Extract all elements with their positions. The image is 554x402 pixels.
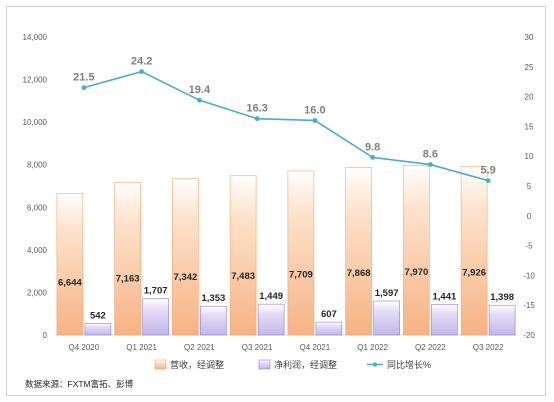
growth-point [427,162,433,167]
profit-value-label: 1,597 [375,288,399,299]
x-axis-tick-label: Q2 2021 [184,343,215,352]
profit-bar [84,323,112,336]
right-axis-tick-label: -20 [523,331,535,340]
revenue-value-label: 7,970 [404,267,428,278]
revenue-value-label: 7,163 [116,274,140,285]
revenue-bar [172,178,199,336]
revenue-bar [460,165,488,336]
revenue-bar [56,193,84,336]
revenue-value-label: 7,926 [462,268,486,279]
left-axis-tick-label: 12,000 [23,76,48,85]
left-axis-tick-label: 10,000 [23,118,48,127]
right-axis-tick-label: 20 [525,93,534,102]
revenue-bar [114,182,141,336]
profit-value-label: 1,353 [201,293,225,304]
right-axis-tick-label: 5 [527,182,532,191]
legend-label-profit: 净利润，经调整 [274,359,337,370]
growth-point [485,178,491,184]
right-axis-tick-label: 25 [525,63,534,72]
growth-line-group: 21.5 24.2 19.4 16.3 16.0 9.8 8.6 5.9 [73,56,496,184]
profit-bar [373,300,400,336]
legend-label-growth: 同比增长% [387,359,431,370]
left-axis-tick-label: 8,000 [27,161,48,170]
growth-value-label: 9.8 [365,141,380,153]
x-axis-tick-label: Q3 2021 [242,343,273,352]
growth-point [81,85,87,91]
right-axis-tick-label: 15 [525,122,534,131]
growth-value-label: 16.0 [304,104,325,116]
growth-value-label: 5.9 [480,165,495,177]
left-axis-tick-label: 2,000 [27,288,48,297]
growth-value-label: 21.5 [73,72,94,84]
source-note: 数据来源：FXTM富拓、彭博 [25,379,134,389]
revenue-value-label: 6,644 [58,278,82,289]
left-axis-ticks: 0 2,000 4,000 6,000 8,000 10,000 12,000 14,000 [23,33,48,340]
profit-bar [431,304,458,336]
x-axis-tick-label: Q1 2022 [357,343,388,352]
chart-svg: 02,0004,0006,0008,00010,00012,00014,000 … [23,33,536,370]
revenue-bar [287,170,315,336]
right-axis-tick-label: -5 [525,242,533,251]
growth-point [139,69,145,74]
profit-value-label: 1,441 [432,291,456,302]
profit-bar [488,304,516,336]
right-axis-tick-label: -15 [523,301,535,310]
left-axis-tick-label: 6,000 [27,203,48,212]
revenue-value-label: 7,709 [289,269,313,280]
growth-value-label: 19.4 [189,84,211,96]
growth-value-label: 24.2 [131,56,152,68]
growth-line [83,70,489,182]
growth-value-label: 16.3 [246,103,267,115]
legend-swatch-revenue [154,359,167,370]
left-axis-tick-label: 4,000 [27,246,48,255]
right-axis-tick-label: 0 [527,212,532,221]
growth-point [370,154,376,160]
chart-frame: 0 2,000 4,000 6,000 8,000 10,000 12,000 14,000 … [6,6,546,396]
revenue-value-label: 7,342 [173,272,197,283]
right-axis-ticks: -20 -15 -10 -5 0 5 10 15 20 25 30 [523,33,535,340]
growth-point [254,116,260,122]
revenue-value-label: 7,868 [347,268,371,279]
revenue-bar [403,165,430,336]
profit-value-label: 542 [90,310,106,321]
profit-value-label: 1,449 [259,291,283,302]
left-axis-tick-label: 0 [43,331,48,340]
right-axis-tick-label: -10 [523,271,535,280]
profit-bar [315,321,343,336]
x-axis-tick-label: Q3 2022 [473,343,504,352]
profit-value-label: 607 [321,309,337,320]
legend-marker-growth [372,362,378,367]
revenue-bar [229,175,257,336]
profit-value-label: 1,398 [490,292,514,303]
left-axis-tick-label: 14,000 [23,33,48,42]
x-axis-tick-label: Q4 2021 [300,343,331,352]
revenue-bar [345,167,372,336]
x-axis-tick-label: Q2 2022 [415,343,446,352]
profit-bar [257,303,285,336]
right-axis-tick-label: 30 [525,33,534,42]
revenue-value-label: 7,483 [231,271,255,282]
x-axis-tick-label: Q1 2021 [126,343,157,352]
profit-value-label: 1,707 [144,286,168,297]
bars-group: 6,644 542 7,163 1,707 7,342 1,353 7,483 1,449 7,… [56,165,516,336]
x-axis-tick-label: Q4 2020 [69,343,100,352]
right-axis-tick-label: 10 [525,152,534,161]
legend-swatch-profit [258,359,271,370]
legend-label-revenue: 营收，经调整 [170,359,224,370]
growth-point [196,97,202,103]
profit-bar [200,305,227,336]
profit-bar [142,298,169,336]
growth-point [312,118,318,123]
legend: 营收，经调整 净利润，经调整 同比增长% [154,359,431,370]
x-axis-ticks: Q4 2020 Q1 2021 Q2 2021 Q3 2021 Q4 2021 Q1 20… [69,343,504,352]
growth-value-label: 8.6 [423,149,438,161]
